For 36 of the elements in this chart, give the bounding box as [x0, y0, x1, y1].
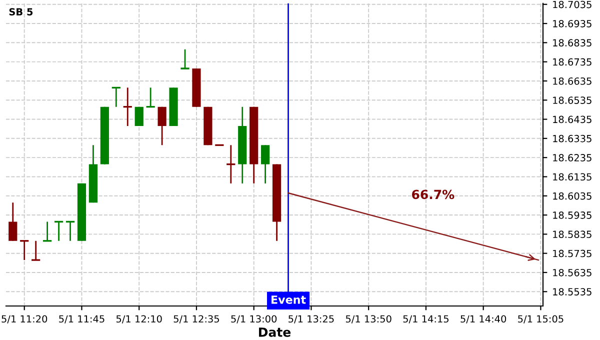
x-tick-label: 5/1 11:20: [2, 315, 48, 324]
x-tick-label: 5/1 13:50: [346, 315, 392, 324]
x-tick-label: 5/1 14:15: [403, 315, 448, 324]
candlestick: [180, 48, 190, 70]
chart-title: SB 5: [9, 8, 33, 16]
y-tick-label: 18.6935: [553, 20, 592, 28]
x-tick-label: 5/1 13:00: [231, 315, 277, 324]
y-tick-label: 18.6435: [553, 116, 592, 124]
annotation: 66.7%: [412, 190, 454, 200]
candlestick: [261, 144, 270, 184]
y-tick-label: 18.6235: [553, 154, 592, 162]
candlestick: [158, 106, 166, 146]
y-tick-label: 18.5935: [553, 212, 592, 219]
ref-line-label: Event: [271, 296, 306, 304]
y-tick-label: 18.5835: [553, 230, 592, 238]
y-tick-label: 18.6135: [553, 173, 592, 181]
y-tick-label: 18.6635: [553, 77, 592, 85]
y-tick-label: 18.6035: [553, 192, 592, 200]
y-tick-label: 18.6335: [553, 134, 592, 142]
y-tick-label: 18.5635: [553, 268, 592, 276]
y-tick-label: 18.5535: [553, 288, 592, 296]
y-tick-label: 18.7035: [553, 0, 592, 8]
y-tick-label: 18.6535: [553, 96, 592, 104]
y-tick-label: 18.5735: [553, 250, 592, 258]
x-axis-title: Date: [259, 328, 291, 337]
y-tick-label: 18.6735: [553, 58, 592, 66]
x-tick-label: 5/1 12:35: [174, 315, 220, 324]
x-tick-label: 5/1 11:45: [59, 315, 104, 324]
candlestick: [30, 240, 41, 261]
candlestick: [8, 202, 18, 242]
candlestick: [134, 106, 144, 127]
y-tick-label: 18.6835: [553, 39, 592, 46]
x-tick-label: 5/1 14:40: [460, 315, 506, 324]
x-tick-label: 5/1 12:10: [116, 315, 162, 324]
x-tick-label: 5/1 15:05: [518, 315, 564, 324]
x-tick-label: 5/1 13:25: [288, 315, 334, 324]
